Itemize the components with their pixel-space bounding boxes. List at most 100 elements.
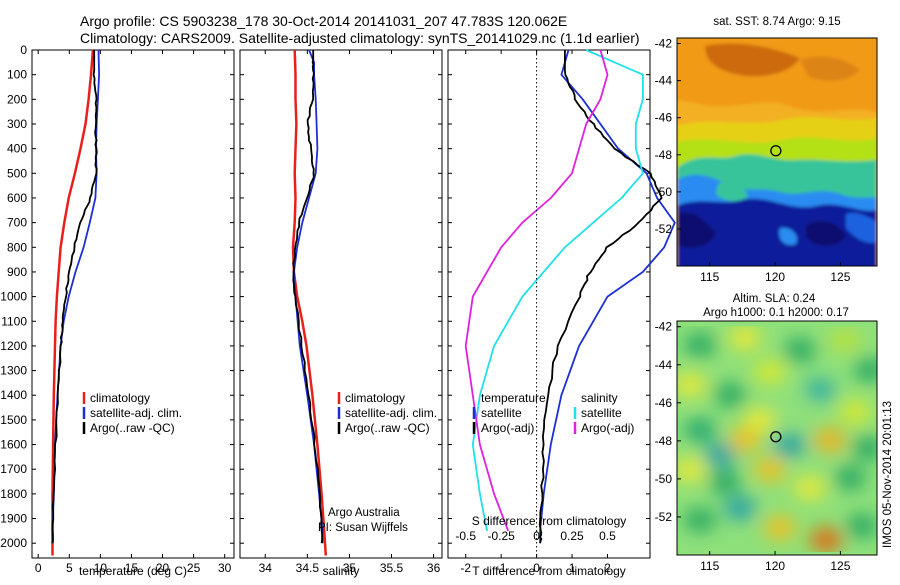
sla-blob (794, 476, 826, 500)
sla-blob (774, 433, 806, 457)
series-line-black (292, 50, 324, 544)
x-tick-label: 10 (94, 561, 108, 575)
x-tick-label: 2 (604, 561, 611, 575)
x-tick-label: 30 (218, 561, 232, 575)
lon-tick-label: 115 (700, 559, 719, 573)
depth-tick-label: 1600 (0, 438, 27, 452)
series-line-black (538, 50, 663, 544)
salinity-axis-label: salinity (323, 564, 360, 578)
depth-tick-label: 700 (7, 216, 27, 230)
depth-tick-label: 1800 (0, 487, 27, 501)
lon-tick-label: 120 (765, 270, 785, 284)
lon-tick-label: 120 (765, 559, 785, 573)
series-line-red (51, 49, 95, 556)
sla-blob (814, 428, 846, 452)
x-tick-label: 20 (156, 561, 170, 575)
sla-blob (829, 328, 861, 352)
pi-label: PI: Susan Wijffels (318, 522, 408, 534)
legend-satellite-adj: satellite-adj. clim. (90, 406, 182, 420)
depth-tick-label: 600 (7, 191, 27, 205)
depth-tick-label: 1000 (0, 290, 27, 304)
series-line-magenta (464, 49, 609, 532)
sla-blob (677, 373, 706, 397)
sla-blob (724, 496, 756, 520)
x-tick-label: 25 (187, 561, 201, 575)
sst-map-image (677, 38, 877, 266)
depth-tick-label: 500 (7, 166, 27, 180)
sla-blob (714, 383, 746, 407)
difference-panel (447, 49, 651, 559)
sst-map-axes: 115 120 125 -42 -44 -46 -48 -50 -52 (655, 37, 851, 284)
depth-tick-label: 100 (7, 68, 27, 82)
x-tick-label: 0 (533, 561, 540, 575)
sla-blob (754, 360, 786, 384)
s-tick-label: 0.25 (560, 529, 584, 543)
sla-blob (729, 326, 761, 350)
sla-blob (784, 338, 816, 362)
x-tick-label: 0 (35, 561, 42, 575)
x-tick-label: 35.5 (380, 561, 404, 575)
argo-location-marker (770, 431, 782, 443)
sla-blob (677, 458, 706, 482)
sla-blob (729, 428, 761, 452)
lat-tick-label: -44 (655, 74, 673, 88)
legend-climatology: climatology (345, 391, 405, 405)
sla-blob (834, 466, 866, 490)
series-line-red (291, 49, 328, 556)
sla-blob (744, 408, 776, 432)
sla-map-image (677, 321, 877, 555)
sla-blob (846, 514, 877, 538)
argo-australia-label: Argo Australia (328, 507, 400, 519)
depth-tick-label: 1500 (0, 413, 27, 427)
lat-tick-label: -46 (655, 396, 673, 410)
x-tick-label: 35 (343, 561, 357, 575)
series-line-black (51, 50, 98, 544)
header-line-1: Argo profile: CS 5903238_178 30-Oct-2014… (80, 13, 567, 29)
lat-tick-label: -50 (655, 472, 673, 486)
temperature-axis-label: temperature (deg C) (79, 564, 187, 578)
depth-axis: 0 100 200 300 400 500 600 700 800 900 1000 1100 1200… (0, 43, 27, 550)
sla-map-subtitle: Argo h1000: 0.1 h2000: 0.17 (703, 307, 849, 319)
sla-blob (804, 378, 836, 402)
s-tick-label: -0.25 (487, 529, 515, 543)
legend-satellite-s: satellite (581, 406, 622, 420)
lat-tick-label: -42 (655, 37, 673, 51)
sst-map-title: sat. SST: 8.74 Argo: 9.15 (713, 16, 840, 28)
s-tick-label: 0.5 (599, 529, 616, 543)
lat-tick-label: -48 (655, 434, 673, 448)
salinity-panel (239, 49, 443, 559)
legend-title-temperature: temperature (481, 391, 546, 405)
legend-title-salinity: salinity (581, 391, 618, 405)
depth-tick-label: 1700 (0, 462, 27, 476)
x-tick-label: -1 (496, 561, 507, 575)
sla-blob (852, 436, 877, 460)
legend-satellite-adj: satellite-adj. clim. (345, 406, 437, 420)
temperature-legend: climatology satellite-adj. clim. Argo(..… (82, 391, 182, 435)
sla-blob (709, 470, 741, 494)
lat-tick-label: -46 (655, 111, 673, 125)
lat-tick-label: -48 (655, 148, 673, 162)
lat-tick-label: -50 (655, 185, 673, 199)
x-tick-label: 34 (259, 561, 273, 575)
salinity-legend: climatology satellite-adj. clim. Argo(..… (318, 391, 437, 534)
sla-blob (764, 516, 796, 540)
sla-blob (684, 418, 716, 442)
sla-blob (704, 443, 736, 467)
depth-tick-label: 1100 (1, 314, 27, 328)
lon-tick-label: 125 (830, 270, 850, 284)
sla-blob (810, 528, 842, 552)
lon-tick-label: 125 (830, 559, 850, 573)
sla-map-frame (676, 320, 878, 556)
lat-tick-label: -52 (655, 510, 673, 524)
x-tick-label: 34.5 (296, 561, 320, 575)
sla-blob (779, 398, 811, 422)
x-tick-label: 15 (125, 561, 139, 575)
depth-tick-label: 1400 (0, 388, 27, 402)
sla-blob (754, 458, 786, 482)
imos-timestamp-label: IMOS 05-Nov-2014 20:01:13 (882, 401, 894, 548)
sst-map-frame (676, 37, 878, 267)
s-tick-label: 0 (533, 529, 540, 543)
sla-blob (854, 358, 877, 382)
